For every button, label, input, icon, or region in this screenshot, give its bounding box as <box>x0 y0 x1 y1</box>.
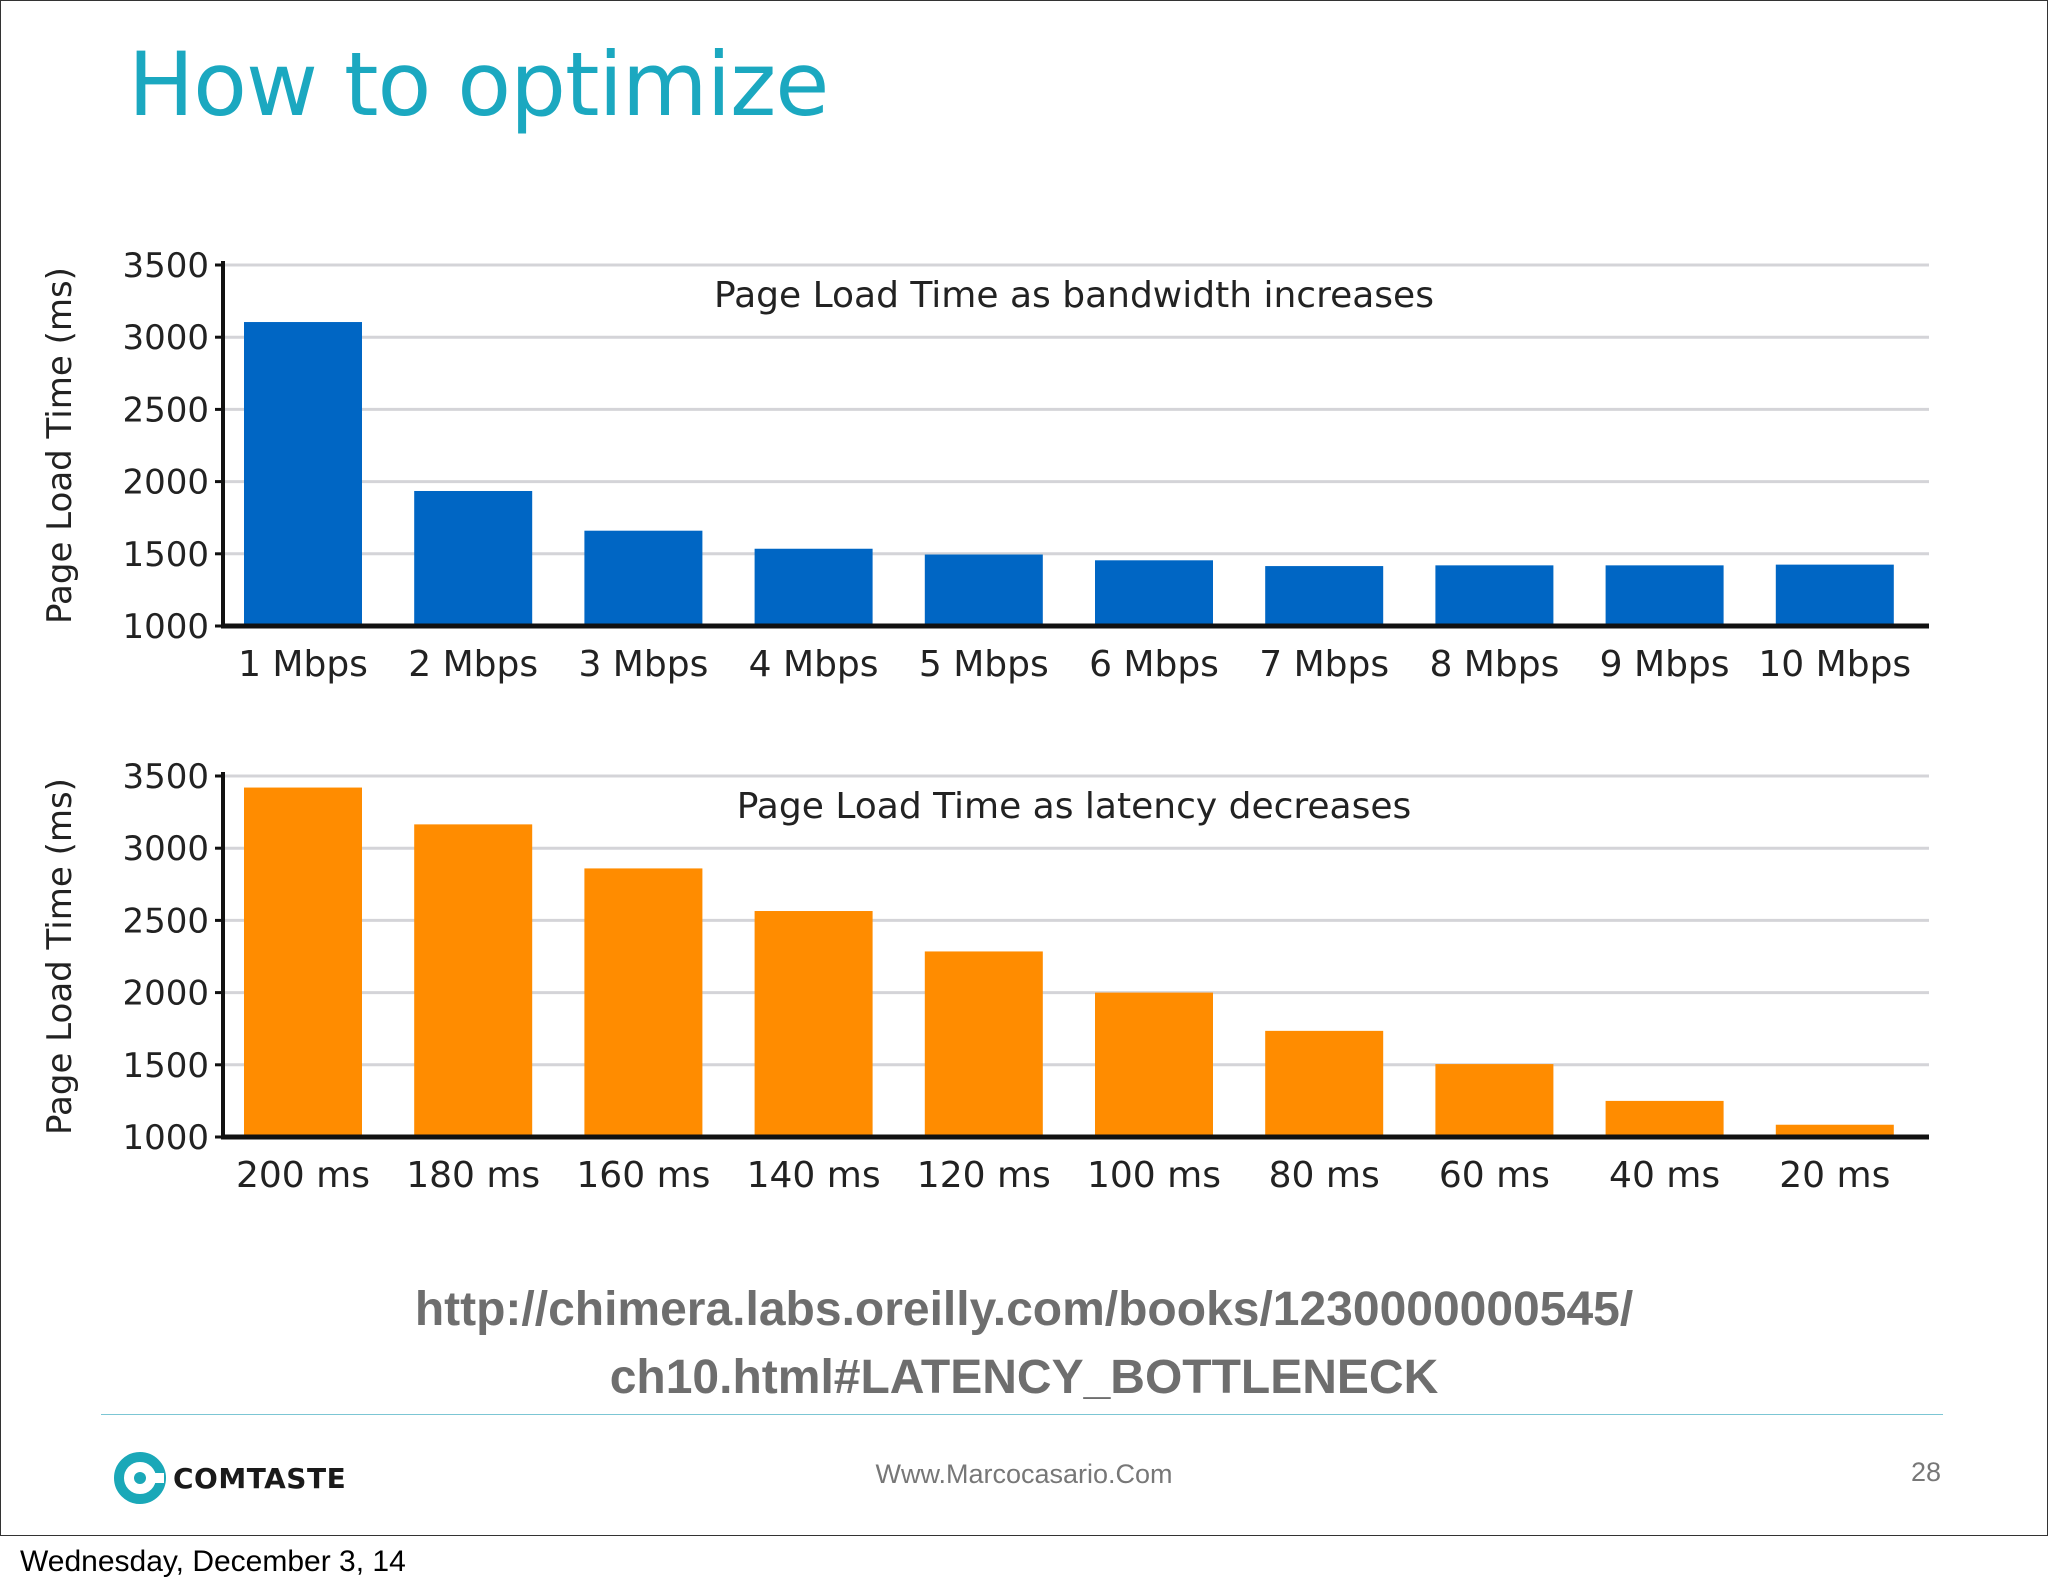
bandwidth-x-tick-label: 5 Mbps <box>919 644 1049 685</box>
footer-divider <box>101 1414 1943 1415</box>
bandwidth-chart-title: Page Load Time as bandwidth increases <box>714 275 1434 316</box>
latency-y-tick-label: 2500 <box>122 901 209 941</box>
latency-x-tick-label: 140 ms <box>747 1155 881 1196</box>
bandwidth-x-tick-label: 10 Mbps <box>1758 644 1911 685</box>
bandwidth-x-tick-label: 7 Mbps <box>1259 644 1389 685</box>
latency-bar <box>1095 992 1213 1137</box>
bandwidth-y-tick-label: 3500 <box>122 246 209 286</box>
bandwidth-bar <box>754 548 873 626</box>
bandwidth-bar <box>1435 565 1554 626</box>
bandwidth-x-tick-label: 1 Mbps <box>238 644 368 685</box>
bandwidth-bar <box>1605 565 1724 626</box>
latency-bar <box>924 951 1043 1137</box>
latency-x-tick-label: 80 ms <box>1269 1155 1380 1196</box>
bandwidth-bar <box>924 554 1043 626</box>
latency-x-tick-label: 40 ms <box>1609 1155 1720 1196</box>
slide: How to optimize 1000 1500 2000 2500 3000 3500… <box>0 0 2048 1536</box>
bandwidth-x-tick-label: 9 Mbps <box>1600 644 1730 685</box>
latency-bar <box>414 824 533 1137</box>
latency-chart-title: Page Load Time as latency decreases <box>737 786 1412 827</box>
latency-x-tick-label: 60 ms <box>1439 1155 1550 1196</box>
latency-bar <box>1605 1100 1724 1137</box>
date-stamp: Wednesday, December 3, 14 <box>20 1545 406 1578</box>
bandwidth-bar <box>244 322 362 626</box>
latency-y-tick-label: 3500 <box>122 757 209 797</box>
latency-x-tick-label: 180 ms <box>406 1155 540 1196</box>
latency-bar <box>1435 1064 1554 1137</box>
source-url-line-1[interactable]: http://chimera.labs.oreilly.com/books/12… <box>414 1283 1634 1336</box>
latency-y-axis-label: Page Load Time (ms) <box>40 778 80 1135</box>
bandwidth-chart: 1000 1500 2000 2500 3000 3500 1 Mbps 2 Mbps 3 Mb… <box>40 246 1929 685</box>
bandwidth-y-tick-label: 3000 <box>122 318 209 358</box>
latency-bar <box>1775 1124 1894 1137</box>
bandwidth-x-tick-label: 6 Mbps <box>1089 644 1219 685</box>
charts-area: 1000 1500 2000 2500 3000 3500 1 Mbps 2 Mbps 3 Mb… <box>40 246 1929 1196</box>
source-url-line-2[interactable]: ch10.html#LATENCY_BOTTLENECK <box>609 1351 1439 1404</box>
latency-bar <box>244 787 362 1137</box>
bandwidth-y-tick-label: 1500 <box>122 535 209 575</box>
latency-x-tick-label: 200 ms <box>236 1155 370 1196</box>
bandwidth-x-tick-label: 2 Mbps <box>408 644 538 685</box>
bandwidth-bar <box>414 490 533 626</box>
latency-y-tick-label: 3000 <box>122 829 209 869</box>
latency-x-tick-label: 160 ms <box>576 1155 710 1196</box>
slide-title: How to optimize <box>128 33 829 136</box>
bandwidth-bar <box>1265 566 1384 626</box>
latency-y-tick-label: 1500 <box>122 1046 209 1086</box>
source-url[interactable]: http://chimera.labs.oreilly.com/books/12… <box>1 1276 2047 1412</box>
latency-chart: 1000 1500 2000 2500 3000 3500 200 ms 180 ms 160 … <box>40 757 1929 1196</box>
latency-bar <box>754 911 873 1137</box>
bandwidth-y-tick-label: 2000 <box>122 463 209 503</box>
latency-y-tick-label: 1000 <box>122 1118 209 1158</box>
latency-x-tick-label: 20 ms <box>1779 1155 1890 1196</box>
bandwidth-x-tick-label: 8 Mbps <box>1429 644 1559 685</box>
bandwidth-bar <box>1095 560 1213 626</box>
bandwidth-x-tick-label: 3 Mbps <box>578 644 708 685</box>
bandwidth-y-axis-label: Page Load Time (ms) <box>40 267 80 624</box>
latency-y-tick-label: 2000 <box>122 974 209 1014</box>
comtaste-logo-icon <box>114 1452 166 1504</box>
latency-x-tick-label: 120 ms <box>917 1155 1051 1196</box>
bandwidth-y-tick-label: 1000 <box>122 607 209 647</box>
bandwidth-bar <box>1775 564 1894 626</box>
bandwidth-bar <box>584 530 703 626</box>
website-footer: Www.Marcocasario.Com <box>875 1459 1173 1489</box>
bandwidth-x-tick-label: 4 Mbps <box>749 644 879 685</box>
latency-bar <box>1265 1030 1384 1137</box>
comtaste-logo: COMTASTE <box>113 1451 346 1505</box>
logo-text: COMTASTE <box>173 1461 347 1495</box>
page-number: 28 <box>1911 1457 1942 1487</box>
bandwidth-y-tick-label: 2500 <box>122 390 209 430</box>
latency-bar <box>584 868 703 1137</box>
latency-x-tick-label: 100 ms <box>1087 1155 1221 1196</box>
